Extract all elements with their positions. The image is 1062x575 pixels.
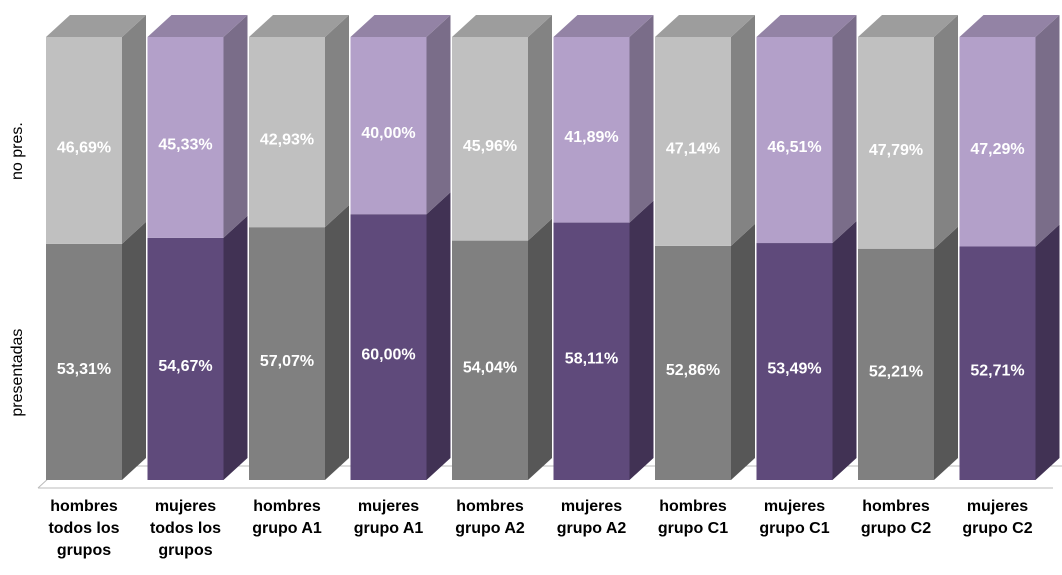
value-label: 47,14% [666, 141, 720, 158]
bar-side [528, 218, 552, 481]
bar-segment [756, 37, 833, 244]
bar-side [832, 221, 857, 480]
x-tick-label: hombres grupo A2 [455, 498, 525, 537]
bar-segment [147, 37, 224, 238]
bar-side [122, 15, 146, 244]
value-label: 58,11% [565, 351, 618, 368]
x-tick-label: mujeres todos los grupos [149, 498, 222, 559]
bar-top [858, 15, 958, 37]
bar-top [452, 15, 552, 37]
bar-top [249, 15, 349, 37]
bar-side [731, 223, 755, 480]
series-label: presentadas [9, 329, 26, 417]
value-label: 47,29% [970, 141, 1024, 158]
value-label: 42,93% [260, 131, 314, 148]
bar-top [959, 15, 1060, 37]
bar-segment [46, 243, 122, 480]
bar-segment [553, 222, 630, 480]
bar-side [832, 15, 857, 244]
bar-side [629, 15, 654, 223]
value-label: 52,86% [666, 362, 720, 379]
bar-side [122, 221, 146, 480]
bar-segment [655, 37, 731, 246]
bar-side [629, 200, 654, 480]
value-label: 46,51% [767, 139, 821, 156]
bar-side [731, 15, 755, 246]
bar-side [325, 15, 349, 228]
x-tick-label: hombres grupo C2 [860, 498, 932, 537]
bar-top [350, 15, 451, 37]
bar-top [147, 15, 248, 37]
x-tick-label: hombres todos los grupos [48, 498, 120, 559]
value-label: 40,00% [361, 125, 415, 142]
bar-segment [452, 37, 528, 241]
value-label: 54,04% [463, 360, 517, 377]
value-label: 47,79% [869, 142, 923, 159]
bar-segment [350, 214, 427, 480]
value-label: 52,21% [869, 364, 923, 381]
bar-side [1035, 224, 1060, 480]
bar-segment [858, 248, 934, 480]
bar-segment [655, 245, 731, 480]
bar-top [756, 15, 857, 37]
bar-side [934, 226, 958, 480]
bar-side [528, 15, 552, 241]
x-tick-label: hombres grupo C1 [657, 498, 729, 537]
bar-side [223, 15, 248, 238]
bar-segment [249, 227, 325, 480]
value-label: 57,07% [260, 353, 314, 370]
bar-top [553, 15, 654, 37]
bar-side [934, 15, 958, 249]
value-label: 45,33% [158, 137, 212, 154]
bar-segment [350, 37, 427, 215]
value-label: 45,96% [463, 138, 517, 155]
series-label: no pres. [9, 122, 26, 180]
value-label: 60,00% [361, 346, 415, 363]
bar-segment [959, 246, 1036, 480]
value-label: 53,31% [57, 361, 111, 378]
bar-segment [959, 37, 1036, 247]
bar-segment [553, 37, 630, 223]
value-label: 54,67% [158, 358, 212, 375]
bar-segment [46, 37, 122, 244]
bar-side [325, 205, 349, 480]
bar-side [426, 15, 451, 215]
value-label: 46,69% [57, 140, 111, 157]
value-label: 52,71% [970, 362, 1024, 379]
bar-segment [452, 240, 528, 480]
bar-segment [147, 237, 224, 480]
value-label: 41,89% [564, 129, 618, 146]
x-tick-label: mujeres grupo C1 [759, 498, 830, 537]
bar-segment [249, 37, 325, 228]
bar-side [1035, 15, 1060, 247]
bar-side [223, 215, 248, 481]
value-label: 53,49% [767, 361, 821, 378]
x-tick-label: mujeres grupo A2 [556, 498, 627, 537]
x-tick-label: mujeres grupo A1 [353, 498, 424, 537]
x-tick-label: hombres grupo A1 [252, 498, 322, 537]
bar-side [426, 192, 451, 480]
bar-segment [858, 37, 934, 249]
bar-top [655, 15, 755, 37]
bar-top [46, 15, 146, 37]
x-tick-label: mujeres grupo C2 [962, 498, 1033, 537]
bar-segment [756, 243, 833, 480]
